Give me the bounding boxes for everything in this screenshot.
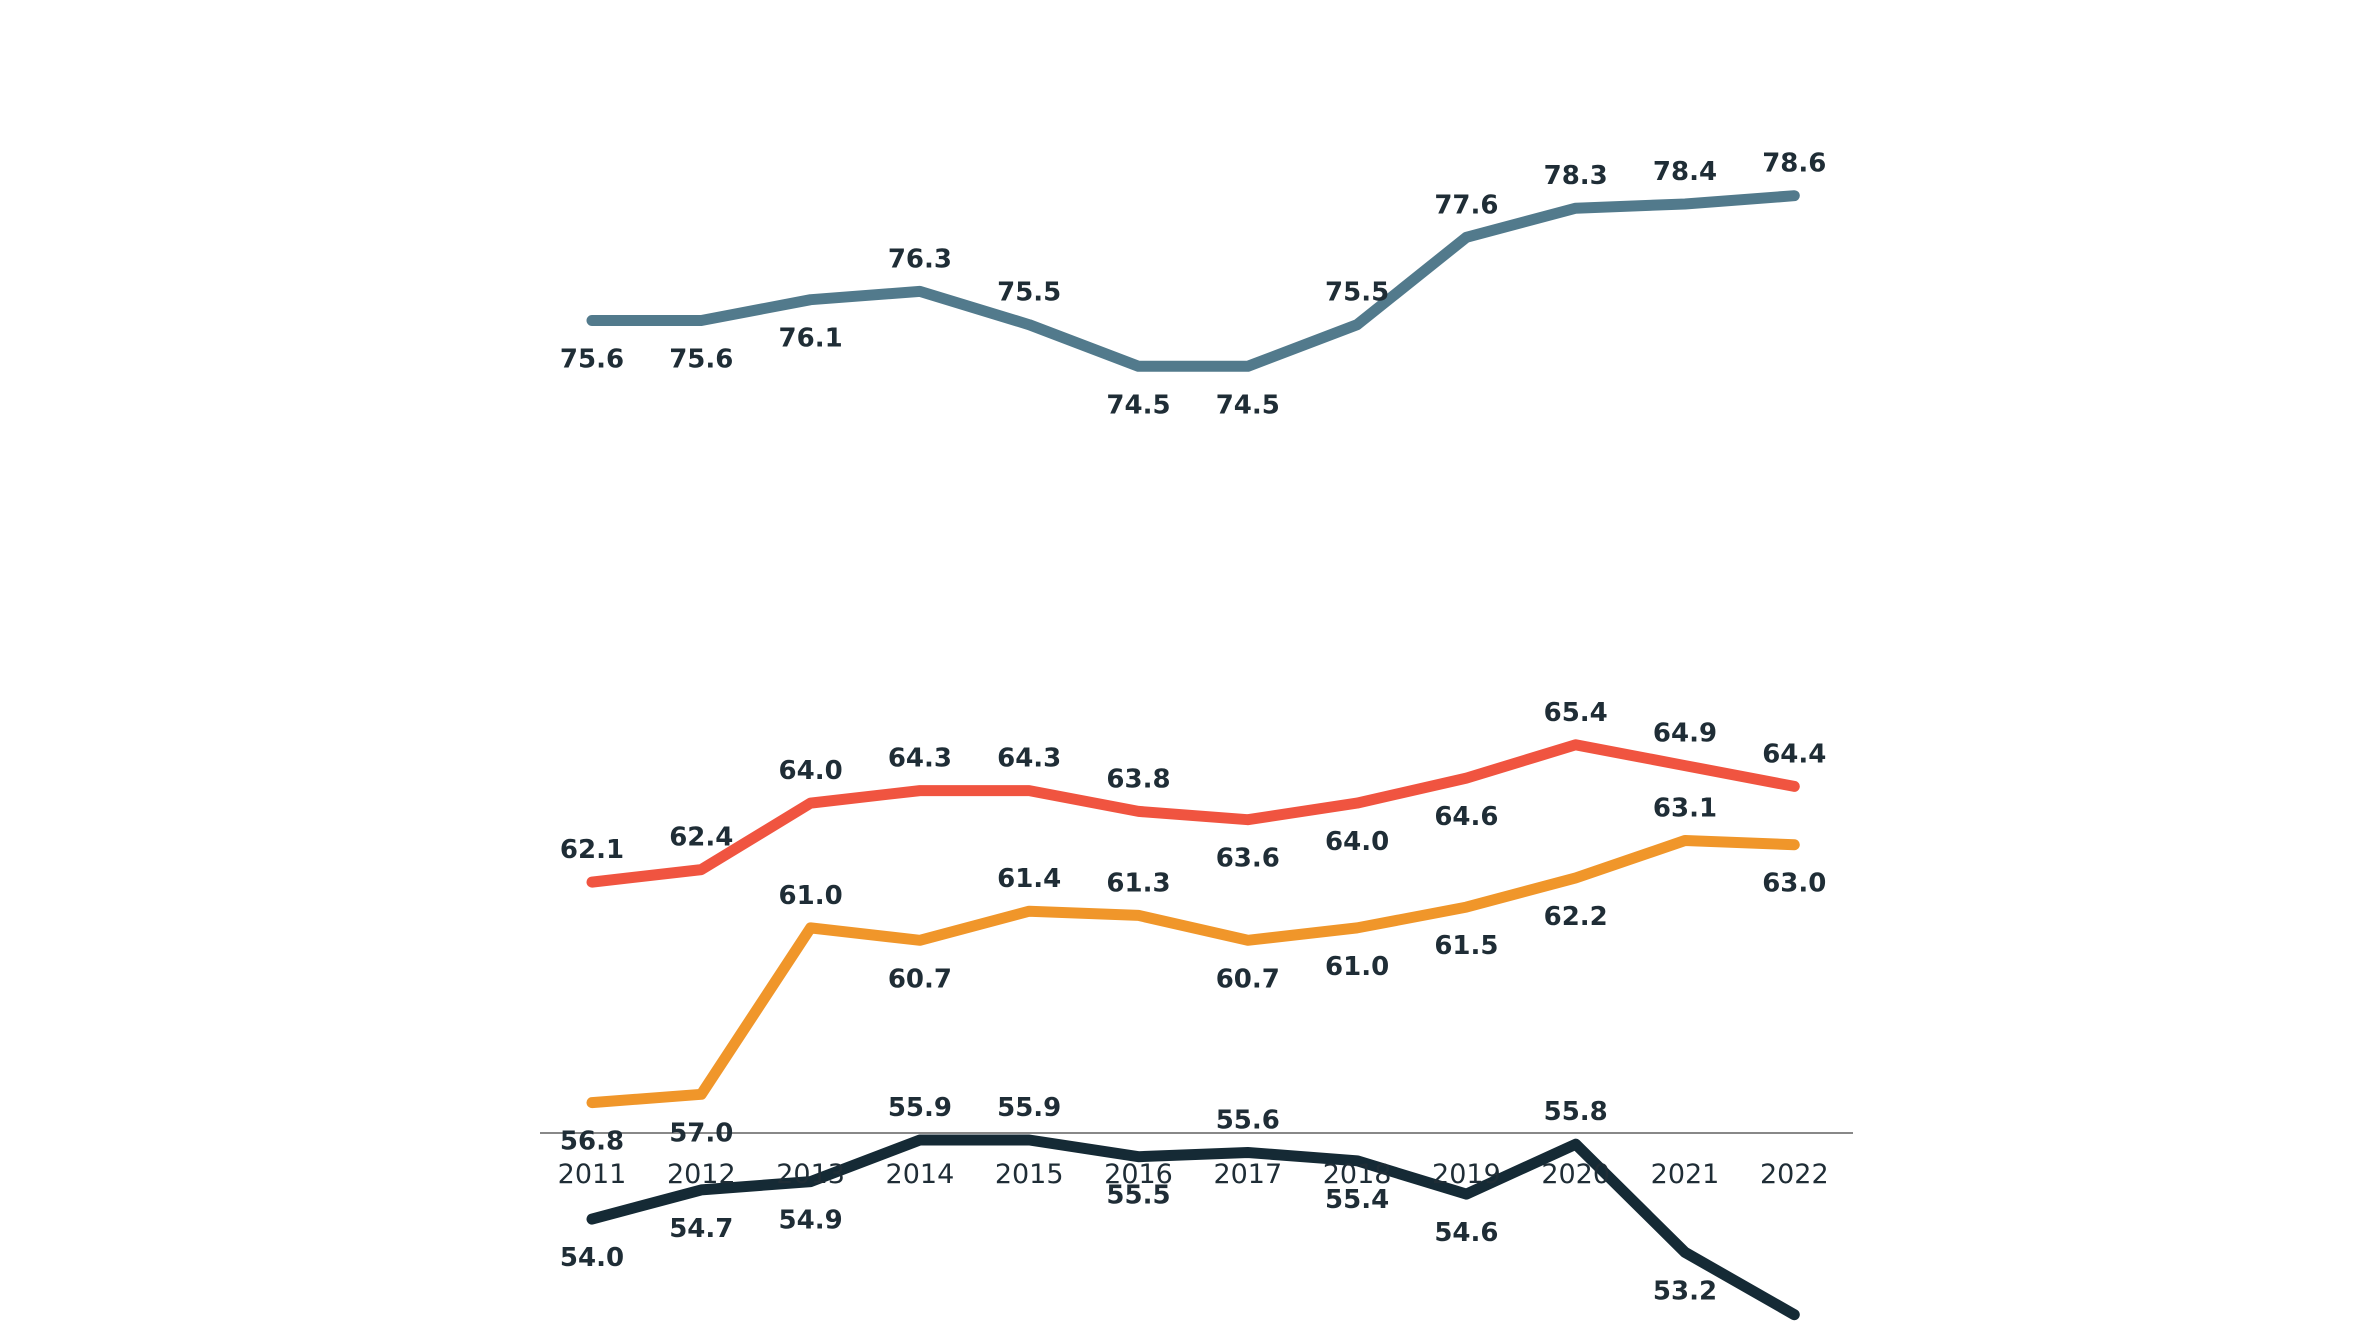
data-label: 78.4: [1653, 157, 1717, 187]
data-label: 63.8: [1106, 764, 1170, 794]
data-label: 55.5: [1106, 1181, 1170, 1211]
data-label-layer: 75.6 75.6 76.1 76.3 75.5 74.5 74.5 75.5 77.6 78.3…: [560, 149, 1826, 1307]
data-label: 60.7: [888, 964, 952, 994]
data-label: 63.1: [1653, 794, 1717, 824]
x-tick-label: 2021: [1651, 1159, 1720, 1190]
data-label: 64.3: [888, 744, 952, 774]
data-label: 74.5: [1106, 390, 1170, 420]
data-label: 61.0: [1325, 952, 1389, 982]
data-label: 57.0: [669, 1118, 733, 1148]
data-label: 61.4: [997, 864, 1061, 894]
x-tick-label: 2012: [667, 1159, 736, 1190]
data-label: 63.0: [1762, 869, 1826, 899]
data-label: 54.9: [779, 1206, 843, 1236]
x-tick-layer: 2011 2012 2013 2014 2015 2016 2017 2018 2019 2020…: [558, 1159, 1829, 1190]
data-label: 64.0: [779, 756, 843, 786]
data-label: 61.3: [1106, 868, 1170, 898]
x-tick-label: 2011: [558, 1159, 627, 1190]
x-tick-label: 2016: [1104, 1159, 1173, 1190]
data-label: 75.6: [560, 345, 624, 375]
data-label: 55.6: [1216, 1106, 1280, 1136]
x-tick-label: 2022: [1760, 1159, 1829, 1190]
data-label: 55.4: [1325, 1185, 1389, 1215]
data-label: 62.2: [1544, 902, 1608, 932]
series-line-3: [586, 835, 1800, 1109]
data-label: 53.2: [1653, 1276, 1717, 1306]
data-label: 77.6: [1434, 190, 1498, 220]
data-label: 78.3: [1544, 161, 1608, 191]
data-label: 64.6: [1434, 802, 1498, 832]
x-tick-label: 2015: [995, 1159, 1064, 1190]
data-label: 62.1: [560, 835, 624, 865]
series-line-4: [586, 1134, 1800, 1321]
data-label: 63.6: [1216, 844, 1280, 874]
data-label: 61.0: [779, 881, 843, 911]
data-label: 62.4: [669, 823, 733, 853]
x-tick-label: 2017: [1213, 1159, 1282, 1190]
x-tick-label: 2018: [1323, 1159, 1392, 1190]
data-label: 75.5: [1325, 278, 1389, 308]
data-label: 65.4: [1544, 698, 1608, 728]
data-label: 55.8: [1544, 1097, 1608, 1127]
data-label: 76.3: [888, 244, 952, 274]
data-label: 64.4: [1762, 739, 1826, 769]
data-label: 74.5: [1216, 390, 1280, 420]
series-layer: [586, 190, 1800, 1321]
data-label: 76.1: [779, 324, 843, 354]
x-tick-label: 2020: [1541, 1159, 1610, 1190]
data-label: 61.5: [1434, 931, 1498, 961]
x-tick-label: 2014: [886, 1159, 955, 1190]
data-label: 54.0: [560, 1243, 624, 1273]
x-tick-label: 2019: [1432, 1159, 1501, 1190]
series-line-1: [586, 190, 1800, 372]
data-label: 56.8: [560, 1127, 624, 1157]
data-label: 55.9: [997, 1093, 1061, 1123]
data-label: 54.6: [1434, 1218, 1498, 1248]
data-label: 64.9: [1653, 719, 1717, 749]
data-label: 64.0: [1325, 827, 1389, 857]
x-tick-label: 2013: [776, 1159, 845, 1190]
data-label: 64.3: [997, 744, 1061, 774]
data-label: 54.7: [669, 1214, 733, 1244]
data-label: 75.5: [997, 278, 1061, 308]
data-label: 78.6: [1762, 149, 1826, 179]
series-line-2: [586, 739, 1800, 888]
data-label: 75.6: [669, 345, 733, 375]
data-label: 60.7: [1216, 964, 1280, 994]
data-label: 55.9: [888, 1093, 952, 1123]
